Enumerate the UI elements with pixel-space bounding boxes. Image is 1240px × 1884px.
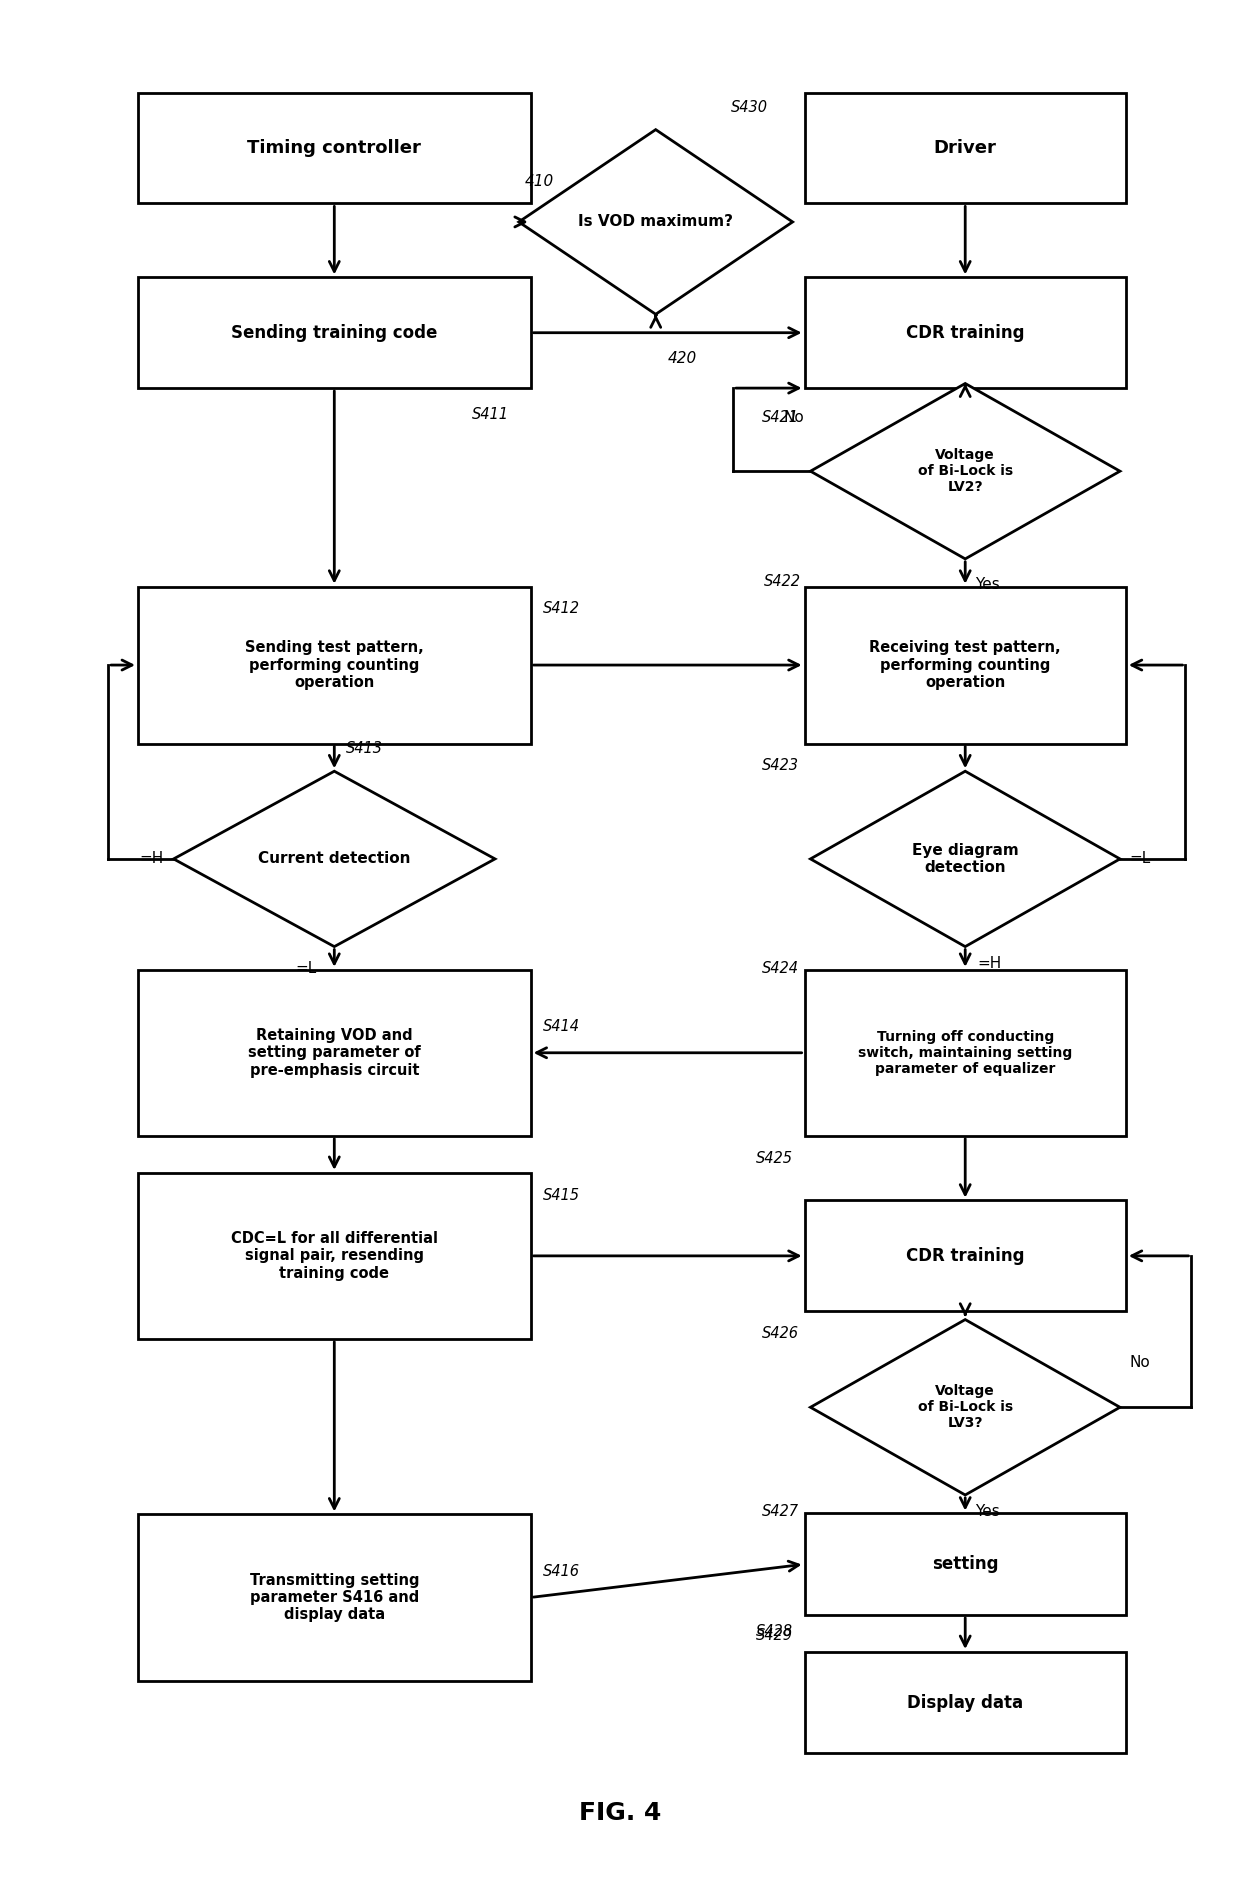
Polygon shape (811, 384, 1120, 560)
Text: Turning off conducting
switch, maintaining setting
parameter of equalizer: Turning off conducting switch, maintaini… (858, 1029, 1073, 1076)
FancyBboxPatch shape (805, 970, 1126, 1136)
Text: S428: S428 (755, 1624, 792, 1639)
FancyBboxPatch shape (138, 586, 531, 744)
Text: CDC=L for all differential
signal pair, resending
training code: CDC=L for all differential signal pair, … (231, 1230, 438, 1281)
Text: S412: S412 (543, 601, 579, 616)
Text: Eye diagram
detection: Eye diagram detection (911, 842, 1018, 874)
Text: Retaining VOD and
setting parameter of
pre-emphasis circuit: Retaining VOD and setting parameter of p… (248, 1029, 420, 1078)
FancyBboxPatch shape (138, 92, 531, 203)
Text: Transmitting setting
parameter S416 and
display data: Transmitting setting parameter S416 and … (249, 1573, 419, 1622)
FancyBboxPatch shape (805, 1200, 1126, 1311)
Text: Sending test pattern,
performing counting
operation: Sending test pattern, performing countin… (246, 641, 424, 690)
Text: Current detection: Current detection (258, 852, 410, 867)
Text: 420: 420 (667, 350, 697, 365)
FancyBboxPatch shape (805, 92, 1126, 203)
FancyBboxPatch shape (805, 277, 1126, 388)
Text: Display data: Display data (908, 1694, 1023, 1713)
Text: CDR training: CDR training (906, 1247, 1024, 1264)
FancyBboxPatch shape (138, 1515, 531, 1681)
Text: S424: S424 (761, 961, 799, 976)
Text: =H: =H (977, 955, 1002, 970)
Text: FIG. 4: FIG. 4 (579, 1801, 661, 1826)
Text: S427: S427 (761, 1503, 799, 1519)
FancyBboxPatch shape (805, 1513, 1126, 1615)
Text: Driver: Driver (934, 139, 997, 156)
Text: setting: setting (932, 1554, 998, 1573)
Text: S416: S416 (543, 1564, 579, 1579)
Polygon shape (174, 771, 495, 946)
Text: S425: S425 (755, 1151, 792, 1166)
Text: No: No (784, 411, 805, 426)
Text: Voltage
of Bi-Lock is
LV3?: Voltage of Bi-Lock is LV3? (918, 1385, 1013, 1430)
Text: S414: S414 (543, 1019, 579, 1034)
Polygon shape (811, 771, 1120, 946)
Text: S421: S421 (761, 411, 799, 426)
Polygon shape (811, 1319, 1120, 1496)
Text: 410: 410 (525, 173, 554, 188)
Polygon shape (518, 130, 792, 315)
Text: =L: =L (295, 961, 316, 976)
Text: No: No (1130, 1355, 1151, 1370)
Text: S430: S430 (732, 100, 768, 115)
Text: S413: S413 (346, 742, 383, 757)
Text: S411: S411 (471, 407, 508, 422)
FancyBboxPatch shape (138, 277, 531, 388)
FancyBboxPatch shape (138, 1172, 531, 1340)
Text: CDR training: CDR training (906, 324, 1024, 341)
FancyBboxPatch shape (805, 1652, 1126, 1754)
Text: S422: S422 (764, 573, 801, 588)
FancyBboxPatch shape (138, 970, 531, 1136)
Text: =H: =H (140, 852, 164, 867)
Text: Yes: Yes (975, 577, 999, 592)
FancyBboxPatch shape (805, 586, 1126, 744)
Text: Timing controller: Timing controller (247, 139, 422, 156)
Text: Receiving test pattern,
performing counting
operation: Receiving test pattern, performing count… (869, 641, 1061, 690)
Text: S423: S423 (761, 757, 799, 772)
Text: Is VOD maximum?: Is VOD maximum? (578, 215, 733, 230)
Text: Sending training code: Sending training code (231, 324, 438, 341)
Text: S429: S429 (755, 1628, 792, 1643)
Text: Voltage
of Bi-Lock is
LV2?: Voltage of Bi-Lock is LV2? (918, 448, 1013, 494)
Text: S415: S415 (543, 1187, 579, 1202)
Text: =L: =L (1130, 852, 1151, 867)
Text: S426: S426 (761, 1326, 799, 1341)
Text: Yes: Yes (975, 1503, 999, 1519)
